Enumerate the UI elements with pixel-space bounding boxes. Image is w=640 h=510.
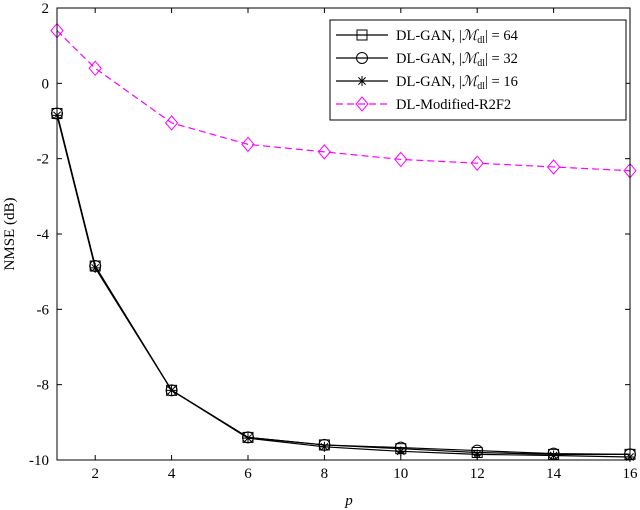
legend-item: DL-GAN, |ℳdl| = 16 <box>336 74 518 92</box>
legend-label-part: DL-GAN, | <box>396 51 462 67</box>
x-tick-label: 8 <box>321 466 329 482</box>
legend-label-part: | = 32 <box>485 51 518 67</box>
legend-label: DL-GAN, |ℳdl| = 32 <box>396 51 518 69</box>
diamond-marker <box>394 151 408 168</box>
diamond-marker <box>164 115 179 131</box>
y-tick-label: -6 <box>37 302 50 318</box>
legend-label: DL-Modified-R2F2 <box>396 97 511 113</box>
asterisk-marker <box>166 385 177 396</box>
y-tick-label: 2 <box>42 1 50 17</box>
legend-label-part: ℳ <box>462 51 480 67</box>
x-tick-label: 12 <box>470 466 485 482</box>
square-marker <box>356 29 368 41</box>
legend-label-part: ℳ <box>462 74 480 90</box>
diamond-marker <box>317 144 332 160</box>
asterisk-marker <box>319 441 330 452</box>
diamond-marker <box>241 136 255 153</box>
diamond-marker <box>88 60 102 77</box>
y-tick-label: -10 <box>29 453 49 469</box>
legend-label-part: dl <box>477 81 485 92</box>
series-line <box>56 30 631 172</box>
legend-item: DL-GAN, |ℳdl| = 32 <box>336 51 518 69</box>
y-tick-label: -8 <box>37 378 50 394</box>
legend-item: DL-GAN, |ℳdl| = 64 <box>336 28 519 46</box>
y-tick-label: 0 <box>42 76 50 92</box>
x-tick-label: 16 <box>623 466 639 482</box>
asterisk-marker <box>472 449 483 460</box>
series-4 <box>50 22 637 179</box>
x-tick-label: 4 <box>168 466 176 482</box>
legend-item: DL-Modified-R2F2 <box>336 96 511 113</box>
y-axis-label: NMSE (dB) <box>2 198 18 271</box>
legend-label-part: | = 16 <box>485 74 518 90</box>
x-tick-label: 6 <box>244 466 252 482</box>
x-axis-label: p <box>344 493 353 509</box>
legend-label-part: DL-Modified-R2F2 <box>396 97 511 113</box>
legend-label-part: DL-GAN, | <box>396 74 462 90</box>
legend-label: DL-GAN, |ℳdl| = 16 <box>396 74 518 92</box>
y-tick-label: -2 <box>37 152 50 168</box>
asterisk-marker <box>90 262 101 273</box>
x-tick-label: 2 <box>91 466 99 482</box>
legend-label: DL-GAN, |ℳdl| = 64 <box>396 28 519 46</box>
x-tick-label: 10 <box>393 466 408 482</box>
legend-label-part: dl <box>477 58 485 69</box>
asterisk-marker <box>395 446 406 457</box>
ticks-layer: 2 4 6 8 10 12 14 16 -10 -8 -6 -4 -2 0 2 <box>29 1 638 482</box>
diamond-marker <box>470 155 484 171</box>
legend-box <box>329 19 627 121</box>
legend-label-part: dl <box>477 35 485 46</box>
legend-label-part: ℳ <box>462 28 480 44</box>
plot-frame <box>56 7 631 461</box>
y-tick-label: -4 <box>37 227 50 243</box>
circle-marker <box>356 52 368 64</box>
asterisk-marker <box>243 433 253 444</box>
series-layer <box>50 22 637 462</box>
diamond-marker <box>355 96 369 112</box>
diamond-marker <box>546 159 561 175</box>
x-tick-label: 14 <box>546 466 562 482</box>
legend-label-part: | = 64 <box>485 28 519 44</box>
asterisk-marker <box>357 76 367 86</box>
legend-label-part: DL-GAN, | <box>396 28 462 44</box>
circle-marker <box>165 384 178 397</box>
